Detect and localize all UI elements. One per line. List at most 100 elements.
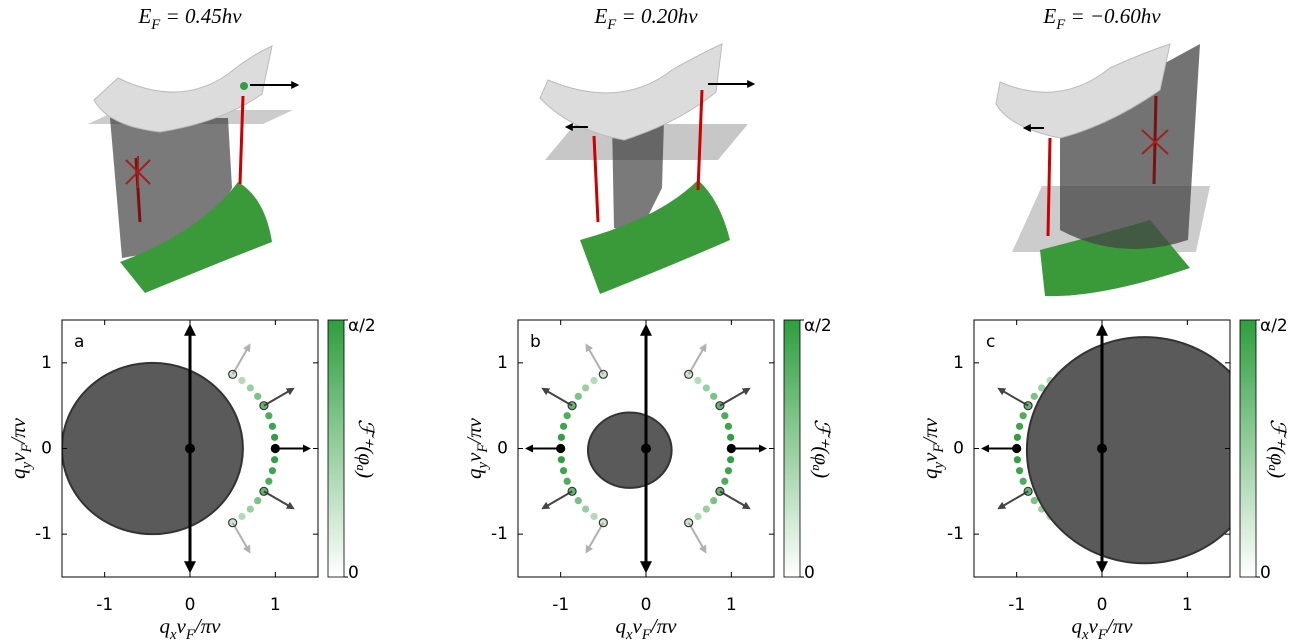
x-tick-label: 0 — [1097, 595, 1108, 615]
colorbar-tick-label: 0 — [804, 563, 815, 583]
arc-dot — [238, 513, 245, 520]
panel-label: c — [986, 332, 995, 352]
fermi-disk — [62, 363, 243, 534]
emission-arrow — [264, 389, 292, 405]
emission-arrow — [689, 523, 705, 551]
emission-arrow — [264, 491, 292, 507]
arc-dot — [254, 497, 261, 504]
x-tick-label: 1 — [726, 595, 737, 615]
arc-dot — [1016, 467, 1023, 474]
x-tick-label: -1 — [96, 595, 113, 615]
arc-dot — [703, 384, 710, 391]
x-axis-label-part: /πν — [194, 614, 221, 638]
arc-dot — [590, 377, 597, 384]
arc-dot — [1014, 434, 1021, 441]
y-tick-label: -1 — [947, 524, 964, 544]
colorbar — [1240, 320, 1256, 577]
panel-title: EF = 0.20hν — [593, 4, 698, 34]
arc-dot — [1031, 393, 1038, 400]
arc-dot — [710, 497, 717, 504]
x-tick-label: 0 — [641, 595, 652, 615]
arc-dot — [269, 423, 276, 430]
y-axis-label: qyvF/πν — [6, 417, 36, 479]
arc-dot — [271, 456, 278, 463]
y-tick-label: 1 — [497, 353, 508, 373]
x-tick-label: -1 — [552, 595, 569, 615]
arc-dot — [560, 423, 567, 430]
emission-arrow — [720, 389, 748, 405]
emission-arrow — [1000, 491, 1028, 507]
emission-dot — [1013, 445, 1021, 453]
arc-dot — [564, 412, 571, 419]
colorbar-tick-label: α/2 — [804, 316, 832, 336]
emission-dot — [271, 445, 279, 453]
colorbar-tick-label: 0 — [1260, 563, 1271, 583]
colorbar-label: ℱ⁺(φₐ) — [1266, 419, 1290, 478]
fermi-disk — [588, 413, 672, 488]
y-tick-label: -1 — [35, 524, 52, 544]
render-a — [88, 46, 296, 293]
arc-dot — [703, 505, 710, 512]
emission-dot — [557, 445, 565, 453]
arc-dot — [575, 497, 582, 504]
x-tick-label: 1 — [1182, 595, 1193, 615]
render-b — [540, 44, 752, 294]
panel-title-part: = 0.45hν — [160, 4, 242, 28]
colorbar-label: ℱ⁺(φₐ) — [354, 419, 378, 478]
x-axis-label-part: q — [159, 614, 170, 638]
plot-area — [62, 329, 308, 569]
arc-dot — [710, 393, 717, 400]
y-axis-label: qyvF/πν — [462, 417, 492, 479]
y-axis-label-part: /πν — [6, 417, 30, 444]
y-tick-label: 0 — [497, 439, 508, 459]
x-tick-label: 1 — [270, 595, 281, 615]
emission-arrow — [544, 389, 572, 405]
plot-area — [528, 329, 764, 569]
y-tick-label: 0 — [41, 439, 52, 459]
x-tick-label: -1 — [1008, 595, 1025, 615]
panel-title: EF = 0.45hν — [137, 4, 242, 34]
arc-dot — [725, 467, 732, 474]
panel-title-part: E — [593, 4, 607, 28]
arc-dot — [558, 456, 565, 463]
arc-dot — [590, 513, 597, 520]
x-axis-label: qxvF/πν — [159, 614, 221, 641]
y-axis-label-part: q — [918, 468, 942, 479]
arc-dot — [247, 505, 254, 512]
arc-dot — [721, 478, 728, 485]
emission-arrow — [233, 523, 249, 551]
arc-dot — [727, 456, 734, 463]
origin-dot — [641, 444, 651, 454]
panel-label: a — [74, 332, 84, 352]
arc-dot — [582, 384, 589, 391]
panel-title-part: E — [1042, 4, 1056, 28]
arc-dot — [694, 377, 701, 384]
arc-dot — [694, 513, 701, 520]
arc-dot — [238, 377, 245, 384]
y-tick-label: -1 — [491, 524, 508, 544]
y-axis-label-part: q — [462, 468, 486, 479]
x-axis-label-part: q — [1071, 614, 1082, 638]
y-axis-label-part: q — [6, 468, 30, 479]
x-axis-label-part: /πν — [650, 614, 677, 638]
origin-dot — [185, 444, 195, 454]
arc-dot — [558, 434, 565, 441]
emission-arrow — [689, 346, 705, 374]
x-axis-label: qxvF/πν — [615, 614, 677, 641]
arc-dot — [721, 412, 728, 419]
y-tick-label: 1 — [41, 353, 52, 373]
emission-arrow — [720, 491, 748, 507]
panel-title-part: = 0.20hν — [616, 4, 698, 28]
panel-title-part: = −0.60hν — [1065, 4, 1161, 28]
plot-area — [984, 329, 1262, 569]
emission-dot — [727, 445, 735, 453]
fermi-disk — [1027, 337, 1263, 563]
emission-arrow — [544, 491, 572, 507]
arc-dot — [1016, 423, 1023, 430]
arc-dot — [582, 505, 589, 512]
arc-dot — [1031, 497, 1038, 504]
arc-dot — [271, 434, 278, 441]
figure: EF = 0.45hνa-101-101qxvF/πνqyvF/πν0α/2ℱ⁺… — [0, 0, 1305, 641]
arc-dot — [265, 412, 272, 419]
colorbar — [784, 320, 800, 577]
